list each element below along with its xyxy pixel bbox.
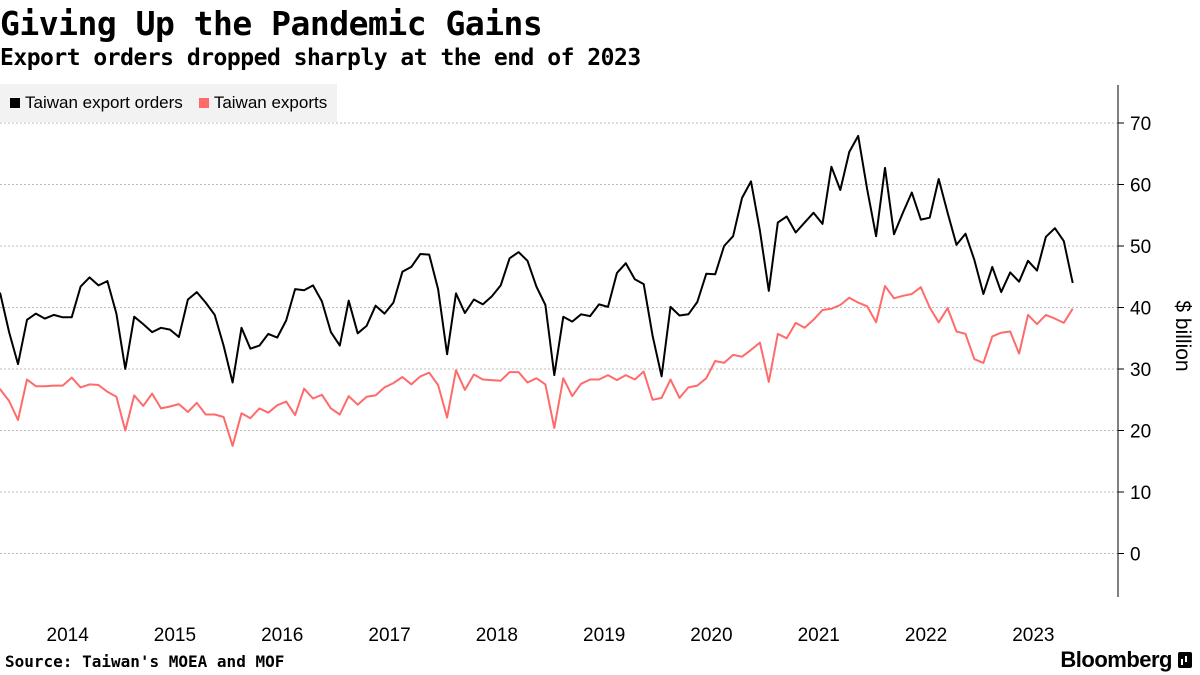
chart-subtitle: Export orders dropped sharply at the end… [0,45,641,71]
y-tick-label-30: 30 [1130,360,1151,381]
brand-text: Bloomberg [1060,647,1172,672]
y-tick-label-60: 60 [1130,176,1151,197]
x-tick-label-2018: 2018 [476,625,518,646]
legend-label-export-orders: Taiwan export orders [25,93,183,112]
y-tick-label-0: 0 [1130,545,1141,566]
x-tick-label-2015: 2015 [154,625,196,646]
x-tick-label-2017: 2017 [368,625,410,646]
legend-swatch-exports [198,98,209,108]
bloomberg-terminal-icon [1178,652,1192,668]
series-line-export-orders [0,134,1074,384]
x-tick-label-2021: 2021 [798,625,840,646]
source-note: Source: Taiwan's MOEA and MOF [5,652,285,671]
y-tick-label-70: 70 [1130,114,1151,135]
series-line-exports [0,285,1074,447]
x-tick-label-2014: 2014 [47,625,90,646]
y-axis-label: $ billion [1171,300,1194,371]
x-tick-label-2022: 2022 [905,625,947,646]
y-tick-label-50: 50 [1130,237,1151,258]
x-tick-label-2019: 2019 [583,625,625,646]
y-tick-label-10: 10 [1130,483,1151,504]
legend-item-export-orders: Taiwan export orders [10,93,183,113]
legend-label-exports: Taiwan exports [213,93,328,112]
x-tick-label-2023: 2023 [1012,625,1054,646]
x-tick-label-2016: 2016 [261,625,303,646]
y-tick-label-20: 20 [1130,422,1151,443]
y-tick-label-40: 40 [1130,299,1151,320]
chart-title: Giving Up the Pandemic Gains [0,4,543,43]
bloomberg-logo: Bloomberg [1060,647,1192,673]
legend-swatch-export-orders [10,98,20,108]
legend: Taiwan export orders Taiwan exports [0,84,338,122]
x-tick-label-2020: 2020 [690,625,732,646]
legend-item-exports: Taiwan exports [198,93,328,113]
